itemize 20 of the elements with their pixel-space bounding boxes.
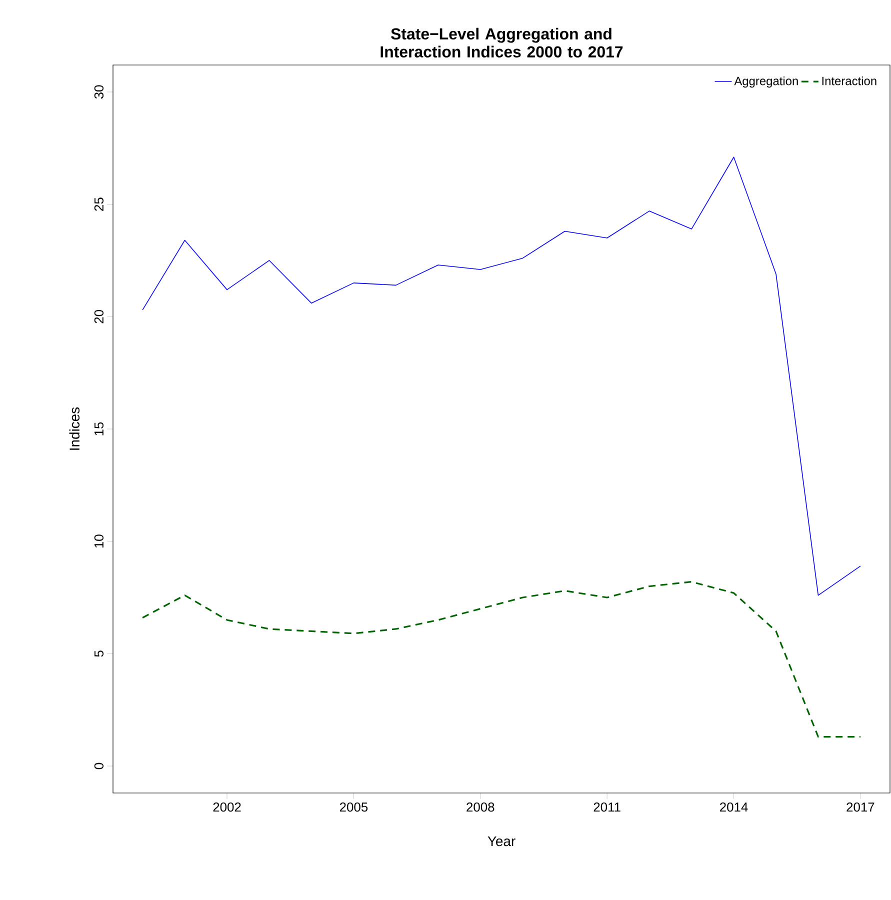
x-tick-label: 2017: [846, 802, 874, 812]
x-tick-label: 2005: [340, 802, 368, 812]
x-tick-label: 2014: [720, 802, 748, 812]
chart-title: State−Level Aggregation and Interaction Indices 2000 to 2017: [380, 28, 623, 58]
y-tick-label: 5: [94, 650, 104, 657]
x-tick-label: 2002: [213, 802, 241, 812]
y-tick-label: 15: [94, 422, 104, 436]
y-tick-label: 20: [94, 310, 104, 324]
legend-label: Aggregation: [734, 76, 798, 88]
y-tick-label: 0: [94, 762, 104, 770]
line-series: [142, 156, 861, 596]
x-tick-label: 2011: [594, 802, 620, 812]
x-axis-title: Year: [488, 836, 516, 846]
y-axis-title: Indices: [69, 407, 80, 450]
legend-label: Interaction: [822, 76, 876, 86]
y-tick-label: 10: [94, 534, 104, 548]
y-tick-label: 30: [94, 85, 104, 99]
line-series: [142, 580, 862, 738]
y-tick-label: 25: [94, 198, 104, 211]
x-tick-label: 2008: [466, 802, 494, 812]
